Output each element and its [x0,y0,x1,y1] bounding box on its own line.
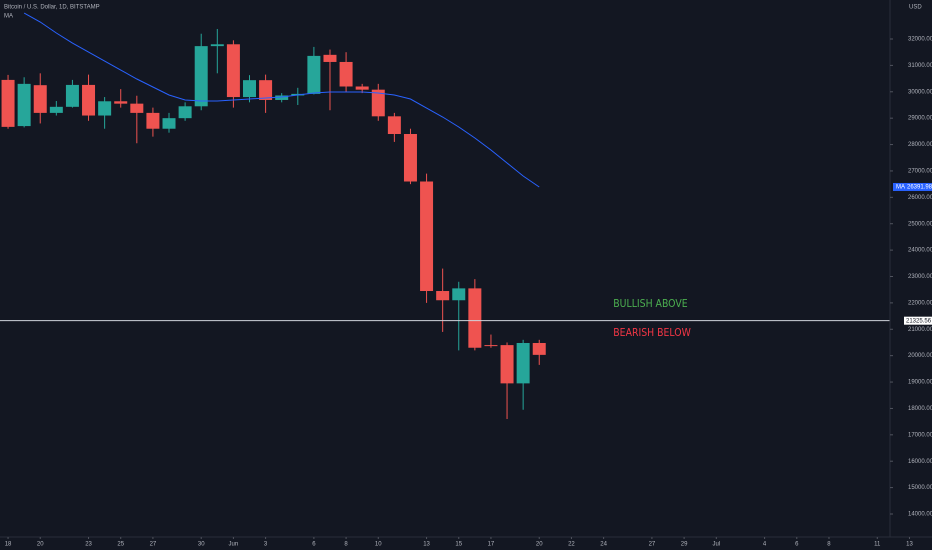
candle-body [259,80,273,100]
x-tick-label: 13 [423,542,430,548]
currency-label: USD [909,5,922,11]
y-tick-label: 15000.00 [908,485,932,491]
candle-body [130,103,144,113]
candle-body [242,80,256,98]
y-tick-label: 22000.00 [908,300,932,306]
y-tick-label: 32000.00 [908,37,932,43]
x-tick-label: 29 [681,542,688,548]
y-tick-label: 16000.00 [908,459,932,465]
ma-tag-name-text: MA [896,185,905,191]
y-tick-label: 31000.00 [908,63,932,69]
candle-body [339,61,353,87]
x-tick-label: 10 [375,542,382,548]
candle-body [33,85,47,113]
ma-tag [906,182,932,191]
candle-body [516,342,530,384]
candle-body [65,84,79,107]
x-tick-label: 20 [536,542,543,548]
y-tick-label: 14000.00 [908,512,932,518]
x-tick-label: 13 [906,542,913,548]
annotation: BEARISH BELOW [613,327,691,339]
y-tick-label: 27000.00 [908,169,932,175]
y-tick-label: 30000.00 [908,89,932,95]
y-tick-label: 26000.00 [908,195,932,201]
candle-body [98,101,112,116]
candle-body [162,118,176,129]
y-tick-label: 28000.00 [908,142,932,148]
x-tick-label: Jul [712,542,720,548]
candle-body [371,89,385,117]
x-tick-label: 8 [827,542,831,548]
candle-body [403,133,417,182]
x-tick-label: 18 [5,542,12,548]
candle-body [500,345,514,384]
price-axis [890,0,932,550]
x-tick-label: 15 [455,542,462,548]
candle-body [323,54,337,62]
y-tick-label: 24000.00 [908,248,932,254]
ma-tag-text: 26391.98 [907,185,932,191]
candle-body [355,86,369,90]
candle-body [275,95,289,100]
x-tick-label: 4 [763,542,767,548]
ma-tag-name [893,182,906,191]
x-tick-label: 17 [488,542,495,548]
candle-body [146,112,160,129]
candle-body [484,345,498,347]
hline-tag [904,316,932,325]
y-tick-label: 18000.00 [908,406,932,412]
x-tick-label: 6 [312,542,316,548]
candle-body [194,46,208,107]
candle-body [226,44,240,98]
x-tick-label: Jun [229,542,239,548]
x-tick-label: 8 [344,542,348,548]
y-tick-label: 17000.00 [908,432,932,438]
candle-body [387,116,401,134]
x-tick-label: 24 [600,542,607,548]
candle-body [468,288,482,348]
x-tick-label: 22 [568,542,575,548]
candle-body [82,84,96,116]
y-tick-label: 29000.00 [908,116,932,122]
x-tick-label: 27 [649,542,656,548]
candle-body [178,106,192,119]
candle-body [307,55,321,94]
y-tick-label: 19000.00 [908,380,932,386]
y-tick-label: 23000.00 [908,274,932,280]
candle-body [1,79,15,127]
legend-entry: MA [4,14,13,20]
x-tick-label: 3 [264,542,268,548]
y-tick-label: 21000.00 [908,327,932,333]
candle-body [420,181,434,292]
candle-body [532,342,546,355]
x-tick-label: 23 [85,542,92,548]
candle-body [17,83,31,127]
x-tick-label: 25 [117,542,124,548]
candle-body [436,291,450,301]
candle-body [114,101,128,104]
time-axis [0,537,932,550]
x-tick-label: 11 [874,542,881,548]
y-tick-label: 25000.00 [908,221,932,227]
hline-tag-text: 21325.56 [906,318,932,324]
x-tick-label: 30 [198,542,205,548]
x-tick-label: 27 [150,542,157,548]
y-tick-label: 20000.00 [908,353,932,359]
x-tick-label: 6 [795,542,799,548]
candle-body [452,288,466,301]
candle-body [210,44,224,47]
x-tick-label: 20 [37,542,44,548]
annotation: BULLISH ABOVE [613,298,687,310]
ma-line [23,12,540,188]
chart-title: Bitcoin / U.S. Dollar, 1D, BITSTAMP [4,5,100,11]
candle-body [49,106,63,113]
